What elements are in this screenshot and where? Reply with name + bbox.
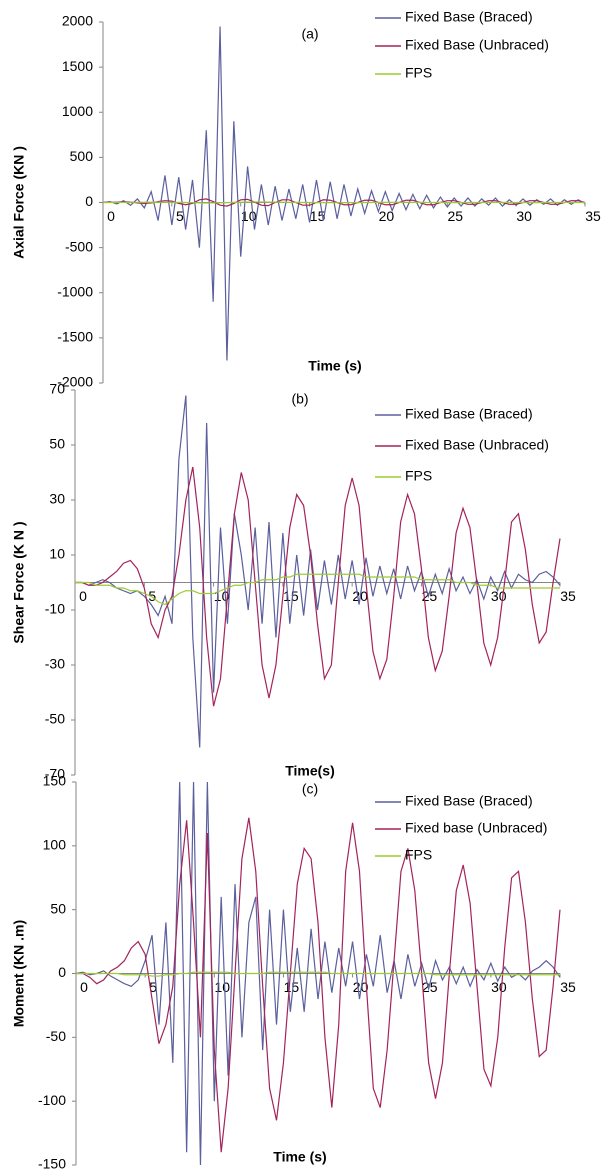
x-axis-title: Time(s) (285, 763, 335, 779)
x-tick-label: 35 (560, 979, 576, 995)
y-tick-label: -500 (65, 238, 93, 254)
series-line (75, 781, 561, 1166)
x-tick-label: 0 (107, 208, 115, 224)
legend-label: Fixed Base (Braced) (405, 9, 533, 25)
y-tick-label: 150 (43, 773, 67, 789)
y-tick-label: 1500 (62, 58, 93, 74)
chart-title: (c) (302, 781, 318, 797)
x-axis-title: Time (s) (308, 358, 361, 374)
series-line (102, 26, 586, 361)
chart-title: (a) (301, 26, 318, 42)
y-tick-label: 0 (58, 964, 66, 980)
y-tick-label: -30 (45, 656, 65, 672)
x-tick-label: 20 (353, 979, 369, 995)
legend-label: Fixed Base (Unbraced) (405, 37, 549, 53)
y-tick-label: 10 (49, 546, 65, 562)
series-line (103, 201, 585, 204)
x-tick-label: 5 (176, 208, 184, 224)
y-tick-label: -50 (46, 1028, 66, 1044)
x-tick-label: 10 (214, 979, 230, 995)
y-tick-label: -50 (45, 711, 65, 727)
y-axis-title: Axial Force (KN ) (11, 146, 27, 259)
y-axis-title: Shear Force (K N ) (11, 521, 27, 643)
legend-label: Fixed base (Unbraced) (405, 820, 547, 836)
x-tick-label: 15 (283, 588, 299, 604)
x-tick-label: 30 (491, 979, 507, 995)
legend-label: FPS (405, 65, 432, 81)
y-tick-label: 70 (49, 381, 65, 397)
y-tick-label: 100 (43, 837, 67, 853)
x-tick-label: 25 (422, 979, 438, 995)
series-line (76, 971, 560, 977)
series-line (75, 466, 561, 707)
x-tick-label: 5 (148, 588, 156, 604)
y-tick-label: 1000 (62, 103, 93, 119)
y-tick-label: 30 (49, 491, 65, 507)
series-line (75, 395, 561, 748)
x-tick-label: 30 (516, 208, 532, 224)
x-tick-label: 25 (447, 208, 463, 224)
y-tick-label: -100 (38, 1092, 66, 1108)
y-tick-label: -1000 (57, 283, 93, 299)
x-tick-label: 25 (422, 588, 438, 604)
y-tick-label: 500 (70, 148, 94, 164)
x-tick-label: 15 (284, 979, 300, 995)
y-tick-label: -10 (45, 601, 65, 617)
y-tick-label: -70 (45, 766, 65, 782)
y-tick-label: -1500 (57, 329, 93, 345)
legend-label: Fixed Base (Unbraced) (405, 437, 549, 453)
x-tick-label: 0 (79, 588, 87, 604)
legend-label: Fixed Base (Braced) (405, 406, 533, 422)
series-line (76, 817, 561, 1153)
y-tick-label: -2000 (57, 374, 93, 390)
legend-label: Fixed Base (Braced) (405, 793, 533, 809)
x-tick-label: 35 (585, 208, 601, 224)
y-tick-label: 50 (49, 436, 65, 452)
y-tick-label: 50 (50, 900, 66, 916)
y-tick-label: 0 (85, 193, 93, 209)
x-tick-label: 5 (149, 979, 157, 995)
x-tick-label: 30 (491, 588, 507, 604)
chart-title: (b) (291, 391, 308, 407)
x-tick-label: 20 (379, 208, 395, 224)
series-line (102, 198, 586, 207)
y-tick-label: 2000 (62, 13, 93, 29)
series-line (75, 573, 560, 606)
y-axis-title: Moment (KN .m) (11, 920, 27, 1027)
legend-label: FPS (405, 468, 432, 484)
x-tick-label: 35 (560, 588, 576, 604)
y-tick-label: -150 (38, 1156, 66, 1171)
legend-label: FPS (405, 847, 432, 863)
x-axis-title: Time (s) (273, 1149, 326, 1165)
x-tick-label: 0 (80, 979, 88, 995)
